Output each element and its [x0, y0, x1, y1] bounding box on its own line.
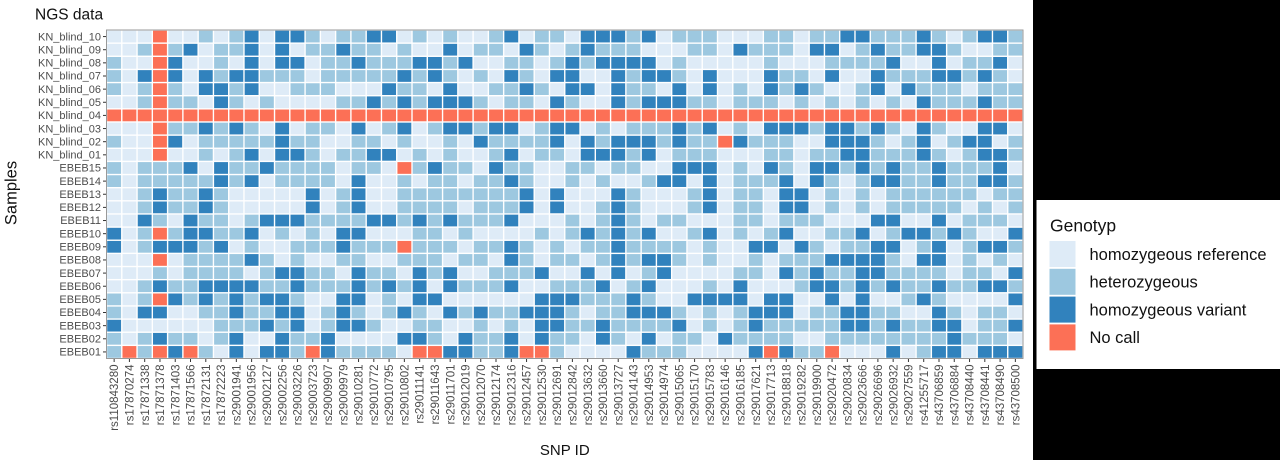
- svg-text:Genotyp: Genotyp: [1050, 216, 1116, 236]
- svg-text:KN_blind_02: KN_blind_02: [38, 136, 101, 148]
- svg-text:rs29012316: rs29012316: [506, 365, 518, 426]
- svg-text:rs29012019: rs29012019: [461, 365, 473, 426]
- svg-text:rs29012842: rs29012842: [567, 365, 579, 426]
- svg-text:rs29012530: rs29012530: [537, 365, 549, 426]
- svg-text:rs29014974: rs29014974: [659, 364, 671, 425]
- svg-text:rs17871338: rs17871338: [140, 365, 152, 426]
- svg-text:EBEB10: EBEB10: [59, 228, 101, 240]
- svg-text:rs29012070: rs29012070: [476, 365, 488, 426]
- svg-text:rs29023666: rs29023666: [858, 365, 870, 426]
- svg-text:rs43708440: rs43708440: [965, 365, 977, 426]
- svg-text:rs29017621: rs29017621: [751, 365, 763, 426]
- svg-text:KN_blind_07: KN_blind_07: [38, 71, 101, 83]
- svg-text:KN_blind_06: KN_blind_06: [38, 84, 101, 96]
- svg-text:rs29026696: rs29026696: [873, 365, 885, 426]
- svg-text:rs29020472: rs29020472: [827, 365, 839, 426]
- svg-text:rs29010772: rs29010772: [369, 365, 381, 426]
- svg-text:rs29012457: rs29012457: [522, 365, 534, 426]
- svg-text:KN_blind_01: KN_blind_01: [38, 150, 101, 162]
- svg-text:rs43708500: rs43708500: [1010, 365, 1022, 426]
- svg-text:rs29014143: rs29014143: [629, 365, 641, 426]
- svg-text:SNP ID: SNP ID: [540, 442, 590, 459]
- svg-text:EBEB13: EBEB13: [59, 189, 101, 201]
- svg-text:rs29001956: rs29001956: [247, 365, 259, 426]
- svg-text:rs29014953: rs29014953: [644, 365, 656, 426]
- svg-text:KN_blind_03: KN_blind_03: [38, 123, 101, 135]
- svg-text:rs29015065: rs29015065: [674, 365, 686, 426]
- svg-text:homozygeous variant: homozygeous variant: [1090, 301, 1247, 319]
- svg-text:rs29018818: rs29018818: [781, 365, 793, 426]
- svg-text:rs43708441: rs43708441: [980, 365, 992, 426]
- svg-text:rs17872131: rs17872131: [201, 365, 213, 426]
- svg-text:rs29013660: rs29013660: [598, 365, 610, 426]
- svg-text:EBEB03: EBEB03: [59, 320, 101, 332]
- svg-text:EBEB15: EBEB15: [59, 163, 101, 175]
- svg-text:rs29019900: rs29019900: [812, 365, 824, 426]
- svg-text:rs29011643: rs29011643: [430, 365, 442, 425]
- svg-text:rs43706859: rs43706859: [934, 365, 946, 426]
- svg-text:rs29011141: rs29011141: [415, 365, 427, 424]
- svg-text:rs29010281: rs29010281: [354, 365, 366, 426]
- svg-text:EBEB08: EBEB08: [59, 255, 101, 267]
- svg-text:rs29003226: rs29003226: [293, 365, 305, 426]
- svg-text:rs17870274: rs17870274: [125, 364, 137, 425]
- svg-text:rs17872223: rs17872223: [216, 365, 228, 426]
- svg-text:EBEB05: EBEB05: [59, 294, 101, 306]
- svg-text:heterozygeous: heterozygeous: [1090, 274, 1198, 292]
- svg-text:rs41255717: rs41255717: [919, 365, 931, 426]
- svg-text:EBEB01: EBEB01: [59, 347, 101, 359]
- svg-text:rs29010795: rs29010795: [384, 365, 396, 426]
- svg-text:Samples: Samples: [3, 161, 21, 225]
- svg-text:rs29001941: rs29001941: [231, 365, 243, 426]
- svg-text:rs29013632: rs29013632: [583, 365, 595, 426]
- svg-text:KN_blind_08: KN_blind_08: [38, 58, 101, 70]
- svg-text:rs29016185: rs29016185: [736, 365, 748, 426]
- svg-text:rs29010802: rs29010802: [399, 365, 411, 426]
- svg-text:rs29019282: rs29019282: [797, 365, 809, 426]
- svg-text:rs29012691: rs29012691: [552, 365, 564, 426]
- svg-text:EBEB07: EBEB07: [59, 268, 101, 280]
- svg-text:KN_blind_09: KN_blind_09: [38, 44, 101, 56]
- svg-text:rs29026932: rs29026932: [888, 365, 900, 426]
- svg-text:rs29020834: rs29020834: [842, 364, 854, 425]
- svg-text:EBEB02: EBEB02: [59, 333, 101, 345]
- svg-text:No call: No call: [1090, 329, 1140, 347]
- svg-text:rs17871403: rs17871403: [170, 365, 182, 426]
- svg-text:rs29003723: rs29003723: [308, 365, 320, 426]
- svg-text:EBEB06: EBEB06: [59, 281, 101, 293]
- svg-text:homozygeous reference: homozygeous reference: [1090, 246, 1267, 264]
- svg-text:EBEB11: EBEB11: [60, 215, 101, 227]
- svg-text:NGS data: NGS data: [35, 7, 103, 24]
- svg-text:EBEB09: EBEB09: [59, 242, 101, 254]
- svg-text:KN_blind_04: KN_blind_04: [38, 110, 101, 122]
- svg-text:rs29015170: rs29015170: [690, 365, 702, 426]
- svg-text:rs29016146: rs29016146: [720, 365, 732, 426]
- svg-text:rs17871378: rs17871378: [155, 365, 167, 426]
- svg-text:rs29013727: rs29013727: [613, 365, 625, 426]
- svg-text:rs29002127: rs29002127: [262, 365, 274, 426]
- svg-text:EBEB04: EBEB04: [59, 307, 101, 319]
- svg-text:rs29012174: rs29012174: [491, 364, 503, 425]
- svg-text:rs29011701: rs29011701: [445, 365, 457, 425]
- svg-text:rs29002256: rs29002256: [277, 365, 289, 426]
- svg-text:rs43708490: rs43708490: [995, 365, 1007, 426]
- svg-text:EBEB14: EBEB14: [59, 176, 101, 188]
- svg-text:rs29009907: rs29009907: [323, 365, 335, 426]
- svg-text:rs43706884: rs43706884: [949, 364, 961, 425]
- svg-text:KN_blind_05: KN_blind_05: [38, 97, 101, 109]
- svg-text:KN_blind_10: KN_blind_10: [38, 31, 101, 43]
- svg-text:rs110843280: rs110843280: [109, 365, 121, 431]
- svg-text:rs29009979: rs29009979: [338, 365, 350, 426]
- svg-text:rs29027559: rs29027559: [904, 365, 916, 426]
- svg-text:rs29015783: rs29015783: [705, 365, 717, 426]
- svg-text:EBEB12: EBEB12: [59, 202, 101, 214]
- svg-text:rs29017713: rs29017713: [766, 365, 778, 426]
- svg-text:rs17871566: rs17871566: [186, 365, 198, 426]
